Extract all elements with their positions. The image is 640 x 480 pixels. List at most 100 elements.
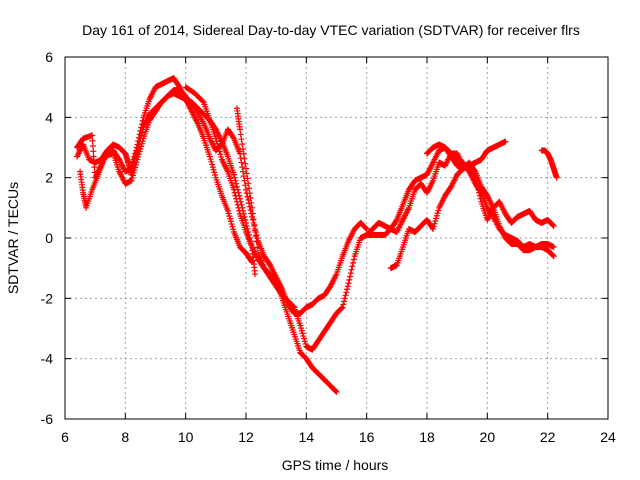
data-point xyxy=(90,148,97,155)
data-point xyxy=(338,305,345,312)
data-point xyxy=(243,186,249,193)
data-point xyxy=(237,155,244,162)
data-point xyxy=(215,146,222,153)
data-point xyxy=(340,301,347,308)
x-tick-label: 20 xyxy=(480,429,496,445)
data-point xyxy=(249,210,256,217)
data-point xyxy=(226,213,233,220)
data-point xyxy=(128,165,135,172)
data-point xyxy=(332,388,339,395)
data-point xyxy=(238,159,245,166)
data-point xyxy=(244,175,251,182)
data-point xyxy=(297,322,304,329)
data-point xyxy=(213,138,220,145)
x-tick-label: 8 xyxy=(121,429,129,445)
data-point xyxy=(502,138,509,145)
data-point xyxy=(252,271,259,278)
data-point xyxy=(89,137,96,144)
data-point xyxy=(550,244,557,251)
data-point xyxy=(135,134,142,141)
data-point xyxy=(215,143,222,150)
data-point xyxy=(245,180,252,187)
data-point xyxy=(299,330,306,337)
data-point xyxy=(239,168,246,175)
data-point xyxy=(247,195,254,202)
x-tick-label: 14 xyxy=(299,429,315,445)
data-point xyxy=(435,207,442,214)
data-point xyxy=(349,263,356,270)
data-point xyxy=(240,173,247,180)
data-point xyxy=(129,162,136,169)
data-point xyxy=(341,298,348,305)
data-point xyxy=(224,207,231,214)
chart-title: Day 161 of 2014, Sidereal Day-to-day VTE… xyxy=(82,22,580,38)
series-track-8 xyxy=(424,138,509,172)
series-track-7 xyxy=(387,159,557,272)
data-point xyxy=(233,180,240,187)
data-point xyxy=(345,280,352,287)
y-tick-label: -4 xyxy=(41,351,54,367)
data-point xyxy=(253,231,260,238)
y-tick-label: 4 xyxy=(45,109,53,125)
data-point xyxy=(301,335,308,342)
data-point xyxy=(362,225,369,232)
data-point xyxy=(135,153,142,160)
data-point xyxy=(209,164,216,171)
x-tick-label: 10 xyxy=(178,429,194,445)
data-point xyxy=(136,131,143,138)
data-point xyxy=(211,169,218,176)
data-point xyxy=(133,159,140,166)
data-point xyxy=(246,185,253,192)
data-point xyxy=(132,164,139,171)
data-point xyxy=(138,143,145,150)
data-point xyxy=(238,136,245,143)
data-point xyxy=(347,270,354,277)
data-point xyxy=(339,304,346,311)
data-point xyxy=(549,222,556,229)
data-point xyxy=(348,266,355,273)
data-point xyxy=(344,283,351,290)
data-point xyxy=(230,186,237,193)
data-point xyxy=(139,117,146,124)
data-point xyxy=(246,190,253,197)
data-point xyxy=(350,256,357,263)
data-point xyxy=(230,134,237,141)
data-point xyxy=(242,216,249,223)
data-point xyxy=(225,210,232,217)
data-point xyxy=(248,199,255,206)
data-point xyxy=(249,204,256,211)
y-tick-label: 0 xyxy=(45,230,53,246)
data-point xyxy=(227,215,234,222)
x-tick-label: 6 xyxy=(61,429,69,445)
data-point xyxy=(218,153,225,160)
data-point xyxy=(431,220,438,227)
data-point xyxy=(249,259,256,266)
data-point xyxy=(393,218,400,225)
data-point xyxy=(430,225,437,232)
x-axis-label: GPS time / hours xyxy=(282,457,389,473)
y-tick-label: 6 xyxy=(45,49,53,65)
data-point xyxy=(233,183,240,190)
data-point xyxy=(302,340,309,347)
data-point xyxy=(344,286,351,293)
data-point xyxy=(130,169,137,176)
data-point xyxy=(250,216,257,223)
series-track-6 xyxy=(363,144,557,260)
data-point xyxy=(290,303,297,310)
data-point xyxy=(234,201,241,208)
data-point xyxy=(91,158,98,165)
series-track-9 xyxy=(538,147,560,181)
data-point xyxy=(131,167,138,174)
data-point xyxy=(132,161,139,168)
data-point xyxy=(242,160,249,167)
data-point xyxy=(89,142,96,149)
data-point xyxy=(434,210,441,217)
data-point xyxy=(230,226,237,233)
x-tick-label: 16 xyxy=(359,429,375,445)
data-point xyxy=(236,207,243,214)
data-point xyxy=(252,227,259,234)
data-point xyxy=(549,252,556,259)
data-point xyxy=(230,171,237,178)
